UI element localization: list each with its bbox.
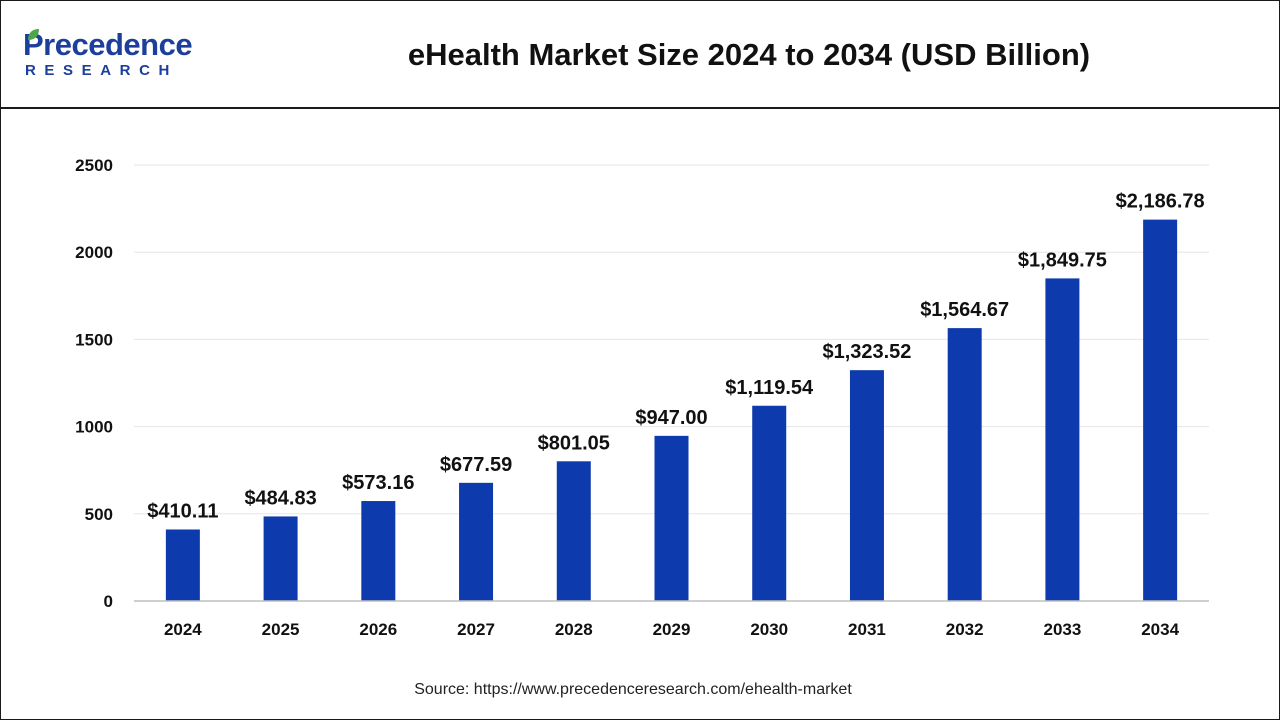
y-tick-label: 1000 [75,418,113,437]
bar-chart: 0 500 1000 1500 2000 2500 $410.11 $484.83 $573.… [75,156,1209,639]
x-tick-label: 2028 [555,620,593,639]
data-label: $573.16 [342,472,414,494]
bar [947,328,982,601]
bar [849,370,884,601]
y-tick-label: 0 [104,592,113,611]
bar [361,501,396,601]
source-note: Source: https://www.precedenceresearch.c… [414,681,852,698]
bars [165,219,1178,602]
data-label: $1,564.67 [920,299,1009,321]
gridlines [134,164,1209,515]
x-tick-label: 2034 [1141,620,1179,639]
x-tick-label: 2029 [653,620,691,639]
data-label: $2,186.78 [1116,191,1205,213]
x-tick-label: 2024 [164,620,202,639]
data-label: $1,849.75 [1018,249,1107,271]
chart-title: eHealth Market Size 2024 to 2034 (USD Bi… [407,37,1091,72]
logo-wordmark: Precedence [23,27,193,62]
bar [459,482,494,601]
data-labels: $410.11 $484.83 $573.16 $677.59 $801.05 $947.… [147,191,1204,523]
leaf-icon [28,29,39,40]
bar [556,461,591,601]
logo-subtitle: RESEARCH [25,62,178,79]
data-label: $947.00 [635,407,707,429]
brand-logo: Precedence RESEARCH [23,27,223,87]
data-label: $801.05 [538,432,610,454]
bar [263,516,298,601]
y-tick-label: 1500 [75,330,113,349]
bar [1143,219,1178,602]
data-label: $677.59 [440,454,512,476]
y-tick-label: 2000 [75,243,113,262]
bar [165,529,200,601]
bar [654,435,689,601]
x-tick-label: 2026 [359,620,397,639]
data-label: $1,323.52 [822,341,911,363]
x-tick-label: 2027 [457,620,495,639]
data-label: $484.83 [244,487,316,509]
x-axis-tick-labels: 2024 2025 2026 2027 2028 2029 2030 2031 2032 2033… [164,620,1180,639]
x-tick-label: 2025 [262,620,300,639]
y-tick-label: 500 [85,505,113,524]
data-label: $1,119.54 [725,377,814,399]
data-label: $410.11 [147,500,218,522]
x-tick-label: 2031 [848,620,886,639]
y-tick-label: 2500 [75,156,113,175]
x-tick-label: 2033 [1043,620,1081,639]
x-tick-label: 2030 [750,620,788,639]
header: Precedence RESEARCH eHealth Market Size … [1,1,1279,109]
bar [1045,278,1080,601]
y-axis-tick-labels: 0 500 1000 1500 2000 2500 [75,156,113,611]
bar [752,405,787,601]
x-tick-label: 2032 [946,620,984,639]
